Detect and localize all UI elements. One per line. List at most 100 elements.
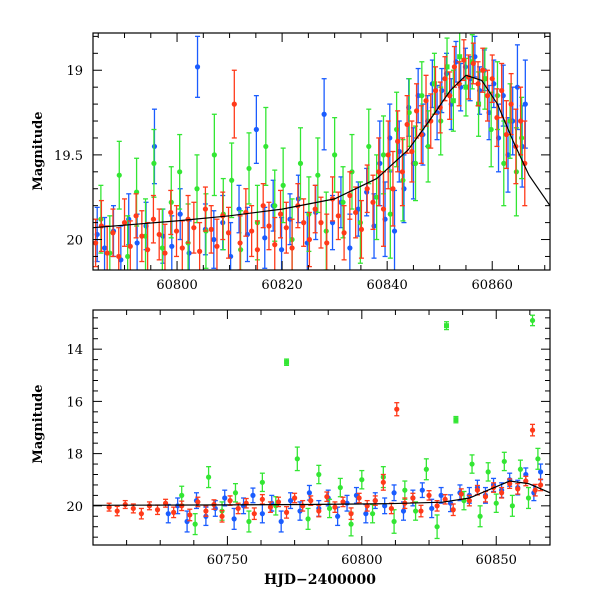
data-marker (194, 64, 201, 70)
data-marker (438, 492, 444, 498)
top-red-point (447, 71, 453, 120)
data-marker (399, 169, 405, 175)
data-marker (202, 206, 209, 212)
data-marker (177, 211, 183, 217)
bottom-blue-point (278, 510, 284, 533)
top-green-point (125, 215, 131, 270)
bottom-green-point (391, 509, 397, 534)
data-marker (444, 64, 450, 70)
data-marker (169, 243, 175, 249)
data-marker (409, 148, 415, 155)
data-marker (493, 500, 499, 506)
data-marker (358, 226, 365, 232)
data-marker (250, 492, 256, 498)
data-marker (434, 503, 440, 509)
data-marker (431, 81, 437, 87)
data-marker (404, 121, 410, 128)
bottom-red-point (316, 504, 322, 518)
data-marker (450, 507, 456, 513)
bottom-series-green (179, 314, 541, 540)
data-marker (509, 503, 515, 509)
top-green-point (142, 198, 149, 270)
bottom-green-point (434, 514, 440, 540)
top-green-point (159, 208, 165, 270)
top-red-point (214, 218, 220, 270)
top-x-tick-label: 60820 (261, 278, 302, 293)
bottom-blue-point (537, 463, 544, 481)
top-panel-ylabel: Magnitude (31, 111, 46, 190)
data-marker (335, 213, 341, 219)
data-marker (326, 505, 333, 512)
data-marker (348, 521, 354, 527)
data-marker (191, 225, 197, 231)
data-marker (348, 511, 354, 517)
top-green-point (332, 116, 338, 193)
bottom-panel-xlabel: HJD−2400000 (264, 572, 376, 588)
top-green-point (246, 132, 252, 205)
bottom-red-point (442, 493, 448, 505)
bottom-green-point (326, 498, 333, 519)
top-red-point (353, 186, 359, 239)
top-red-point (260, 183, 266, 229)
data-marker (315, 172, 321, 178)
top-x-tick-label: 60800 (156, 278, 197, 293)
data-marker (412, 160, 419, 166)
top-green-point (507, 83, 513, 159)
data-marker (194, 186, 200, 192)
data-marker (308, 498, 314, 504)
bottom-green-point (493, 493, 499, 514)
data-marker (488, 126, 494, 133)
bottom-panel: 60750 60800 60850 14 16 18 20 Magnitude HJD−24… (31, 309, 551, 588)
top-red-point (503, 100, 510, 170)
top-red-point (306, 211, 313, 268)
data-marker (277, 211, 284, 217)
data-marker (450, 98, 456, 104)
top-red-point (341, 205, 347, 261)
data-marker (278, 518, 284, 525)
data-marker (101, 245, 108, 251)
bottom-y-tick-label: 20 (66, 500, 83, 515)
top-red-point (335, 191, 341, 241)
data-marker (253, 126, 259, 133)
data-marker (412, 508, 419, 514)
data-marker (382, 503, 388, 509)
top-red-point (494, 88, 500, 148)
bottom-red-point (308, 495, 314, 506)
bottom-green-point (305, 507, 311, 530)
bottom-red-point (418, 504, 424, 518)
bottom-red-point (154, 504, 161, 516)
bottom-panel-ylabel: Magnitude (31, 384, 46, 463)
top-red-point (127, 220, 133, 270)
bottom-panel-plot-area: 60750 60800 60850 14 16 18 20 (66, 309, 551, 568)
top-blue-point (377, 120, 383, 207)
data-marker (419, 93, 425, 99)
top-green-point (394, 91, 400, 168)
data-marker (116, 172, 122, 178)
top-blue-point (194, 35, 201, 98)
data-marker (156, 231, 162, 238)
bottom-red-point (138, 507, 144, 520)
data-marker (503, 131, 510, 138)
bottom-red-point (292, 492, 298, 504)
data-marker (205, 474, 212, 480)
top-panel: 60800 60820 60840 60860 19 19.5 20 Magnitude (31, 32, 551, 293)
data-marker (259, 496, 265, 502)
data-marker (154, 507, 161, 513)
data-marker (356, 495, 362, 501)
bottom-red-point (364, 499, 370, 512)
top-y-tick-label: 19 (66, 64, 83, 79)
data-marker (380, 206, 387, 212)
top-red-point (254, 220, 261, 270)
bottom-red-point (283, 505, 290, 519)
data-marker (254, 247, 261, 253)
data-marker (515, 486, 521, 492)
bottom-green-point (273, 496, 279, 516)
bottom-green-point (509, 494, 515, 517)
data-marker (146, 503, 153, 509)
data-marker (306, 236, 313, 243)
data-marker (477, 513, 483, 519)
data-marker (347, 192, 353, 199)
data-marker (203, 508, 209, 514)
top-red-point (358, 199, 365, 259)
data-marker (387, 211, 393, 217)
